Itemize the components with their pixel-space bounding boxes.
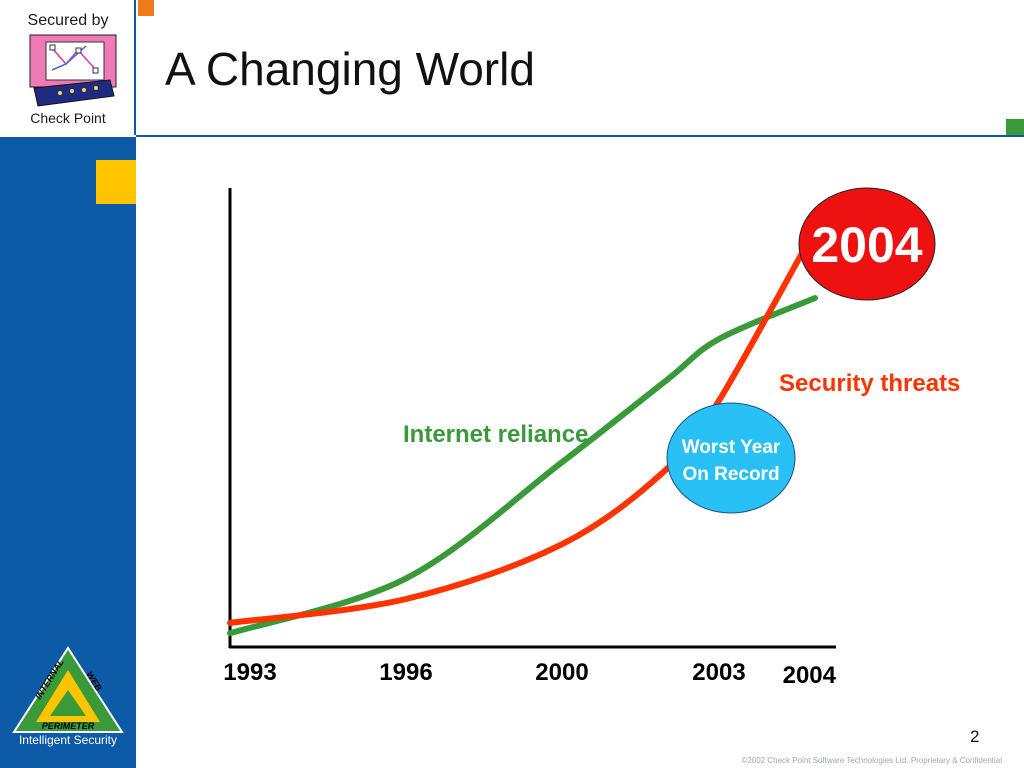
page-title: A Changing World	[165, 43, 535, 95]
tagline: Intelligent Security	[18, 733, 118, 747]
annotation-2004: 2004	[798, 187, 936, 301]
annotation-worst-year-circle	[666, 402, 796, 514]
logo-box: Secured by Check Point	[0, 0, 136, 135]
annotation-worst-year-line2: On Record	[682, 464, 779, 485]
logo-bottom-text: Check Point	[30, 110, 106, 126]
yellow-accent-square	[96, 160, 136, 204]
x-tick-label-1993: 1993	[223, 659, 276, 686]
x-tick-label-2004: 2004	[783, 662, 837, 689]
page-number: 2	[970, 727, 980, 746]
triangle-logo-icon: INTERNAL WEB PERIMETER	[12, 646, 124, 733]
logo-word-perimeter: PERIMETER	[42, 721, 95, 731]
x-tick-label-2000: 2000	[535, 659, 588, 686]
green-accent-square	[1006, 119, 1024, 136]
x-tick-label-2003: 2003	[692, 659, 745, 686]
annotation-worst-year: Worst Year On Record	[666, 402, 796, 514]
annotation-worst-year-line1: Worst Year	[682, 437, 781, 458]
computer-logo-icon	[29, 34, 117, 107]
annotation-2004-circle	[798, 187, 936, 301]
orange-accent-square	[138, 0, 154, 16]
series-label-internet-reliance: Internet reliance	[403, 421, 588, 448]
annotation-2004-text: 2004	[811, 217, 922, 273]
header-divider	[136, 135, 1024, 137]
series-label-security-threats: Security threats	[779, 370, 960, 397]
series-line-internet-reliance	[227, 295, 818, 637]
series-line-security-threats	[227, 226, 818, 626]
logo-top-text: Secured by	[27, 12, 109, 29]
copyright-notice: ©2002 Check Point Software Technologies …	[741, 756, 1002, 765]
x-tick-label-1996: 1996	[379, 659, 432, 686]
